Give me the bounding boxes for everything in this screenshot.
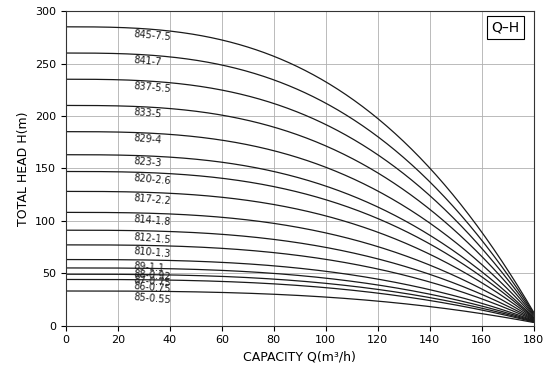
Text: Q–H: Q–H — [491, 20, 520, 34]
Text: 85-0.55: 85-0.55 — [134, 292, 172, 305]
Text: 845-7.5: 845-7.5 — [134, 29, 172, 42]
Text: 86-0.75: 86-0.75 — [134, 281, 172, 294]
Text: 812-1.5: 812-1.5 — [134, 232, 172, 245]
Text: 810-1.3: 810-1.3 — [134, 246, 172, 259]
X-axis label: CAPACITY Q(m³/h): CAPACITY Q(m³/h) — [243, 351, 356, 364]
Text: 820-2.6: 820-2.6 — [134, 173, 172, 186]
Text: 817-2.2: 817-2.2 — [134, 193, 172, 206]
Text: 837-5.5: 837-5.5 — [134, 81, 172, 94]
Y-axis label: TOTAL HEAD H(m): TOTAL HEAD H(m) — [16, 111, 30, 226]
Text: 841-7: 841-7 — [134, 55, 162, 68]
Text: 833-5: 833-5 — [134, 107, 162, 120]
Text: 829-4: 829-4 — [134, 134, 162, 146]
Text: 87-0.75: 87-0.75 — [134, 276, 172, 289]
Text: 88-0.92: 88-0.92 — [134, 269, 172, 282]
Text: 89-1.1: 89-1.1 — [134, 261, 166, 273]
Text: 823-3: 823-3 — [134, 157, 162, 169]
Text: 814-1.8: 814-1.8 — [134, 214, 172, 227]
